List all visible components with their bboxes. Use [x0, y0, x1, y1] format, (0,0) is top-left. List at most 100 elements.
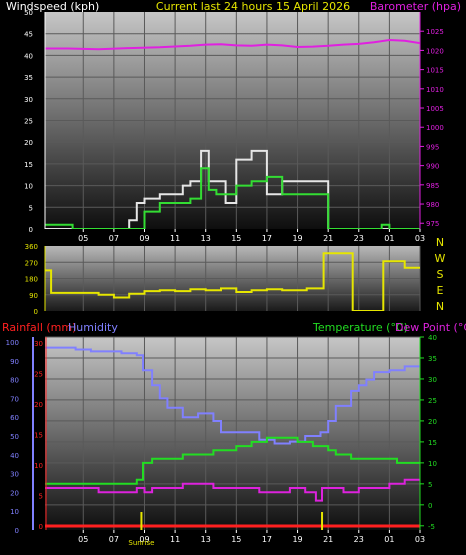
humidity-y-tick-label: 50 [10, 433, 19, 441]
x-tick-label: 17 [262, 535, 272, 544]
compass-label: E [437, 284, 444, 297]
wind-y-tick-label: 15 [24, 161, 33, 169]
temp-x-ticks: 05 07 09 11 13 15 17 19 21 23 01 03 [78, 530, 425, 544]
humidity-line [45, 346, 420, 445]
wind-gust-line [45, 149, 420, 229]
barometer-y-tick-label: 985 [426, 182, 439, 190]
x-tick-label: 11 [170, 535, 180, 544]
humidity-axis-title: Humidity [68, 321, 118, 334]
direction-y-ticks: 0 90 180 270 360 [25, 243, 38, 316]
x-tick-label: 19 [292, 234, 302, 243]
wind-y-tick-label: 30 [24, 96, 33, 104]
wind-axis-title: Windspeed (kph) [6, 0, 99, 13]
wind-series [45, 38, 420, 229]
x-tick-label: 05 [78, 234, 88, 243]
wind-gridlines [45, 12, 421, 229]
barometer-y-tick-label: 1010 [426, 86, 444, 94]
x-tick-label: 09 [139, 234, 149, 243]
direction-y-tick-label: 0 [34, 308, 38, 316]
barometer-y-tick-label: 1015 [426, 67, 444, 75]
x-tick-label: 11 [170, 234, 180, 243]
humidity-y-tick-label: 100 [6, 339, 19, 347]
direction-y-tick-label: 360 [25, 243, 38, 251]
chart-title: Current last 24 hours 15 April 2026 [156, 0, 350, 13]
x-tick-label: 21 [323, 535, 333, 544]
wind-y-tick-label: 5 [29, 204, 33, 212]
temperature-axis-title: Temperature (°C) [312, 321, 408, 334]
x-tick-label: 03 [415, 535, 425, 544]
rainfall-y-tick-label: 30 [34, 340, 43, 348]
humidity-y-tick-label: 80 [10, 377, 19, 385]
x-tick-label: 17 [262, 234, 272, 243]
x-tick-label: 07 [109, 234, 119, 243]
direction-series [45, 252, 420, 311]
wind-direction-line [45, 252, 420, 311]
rainfall-y-tick-label: 15 [34, 432, 43, 440]
x-tick-label: 05 [78, 535, 88, 544]
compass-label: W [435, 252, 446, 265]
temperature-y-tick-label: 40 [428, 334, 437, 342]
compass-label: N [436, 236, 444, 249]
x-tick-label: 15 [231, 234, 241, 243]
rainfall-axis-title: Rainfall (mm) [2, 321, 76, 334]
humidity-y-tick-label: 90 [10, 358, 19, 366]
x-tick-label: 13 [201, 535, 211, 544]
x-tick-label: 01 [384, 234, 394, 243]
humidity-y-tick-label: 60 [10, 414, 19, 422]
barometer-y-tick-label: 1005 [426, 105, 444, 113]
dew-point-line [45, 478, 420, 502]
barometer-y-tick-label: 990 [426, 163, 439, 171]
compass-label: S [437, 268, 444, 281]
temperature-line [45, 436, 420, 485]
direction-gridlines [45, 246, 421, 311]
temp-series [45, 346, 420, 528]
dewpoint-axis-title: Dew Point (°C) [395, 321, 466, 334]
temperature-y-tick-label: 20 [428, 418, 437, 426]
sunrise-label: Sunrise [128, 539, 154, 547]
x-tick-label: 09 [139, 535, 149, 544]
x-tick-label: 13 [201, 234, 211, 243]
x-tick-label: 07 [109, 535, 119, 544]
direction-y-tick-label: 90 [29, 292, 38, 300]
rainfall-y-tick-label: 10 [34, 462, 43, 470]
wind-y-ticks: 0 5 10 15 20 25 30 35 40 45 50 [24, 9, 33, 234]
rainfall-y-tick-label: 25 [34, 371, 43, 379]
wind-y-tick-label: 20 [24, 139, 33, 147]
humidity-y-tick-label: 20 [10, 489, 19, 497]
rainfall-y-tick-label: 0 [39, 523, 43, 531]
wind-y-tick-label: 10 [24, 183, 33, 191]
barometer-y-tick-label: 980 [426, 201, 439, 209]
temperature-y-tick-label: 15 [428, 439, 437, 447]
humidity-y-tick-label: 70 [10, 395, 19, 403]
temperature-y-tick-label: 25 [428, 397, 437, 405]
temperature-y-tick-label: 35 [428, 355, 437, 363]
wind-y-tick-label: 45 [24, 31, 33, 39]
rainfall-y-ticks: 0 5 10 15 20 25 30 [34, 340, 43, 531]
wind-y-tick-label: 25 [24, 118, 33, 126]
direction-y-tick-label: 270 [25, 259, 38, 267]
humidity-y-ticks: 0 10 20 30 40 50 60 70 80 90 100 [6, 339, 19, 535]
temperature-y-tick-label: 0 [428, 502, 432, 510]
temperature-y-tick-label: -5 [428, 523, 435, 531]
barometer-axis-title: Barometer (hpa) [370, 0, 461, 13]
humidity-y-tick-label: 10 [10, 508, 19, 516]
temperature-y-tick-label: 30 [428, 376, 437, 384]
wind-y-tick-label: 50 [24, 9, 33, 17]
barometer-y-tick-label: 995 [426, 143, 439, 151]
wind-y-tick-label: 0 [29, 226, 33, 234]
barometer-y-tick-label: 975 [426, 220, 439, 228]
x-tick-label: 23 [354, 535, 364, 544]
wind-average-line [45, 167, 420, 229]
direction-y-tick-label: 180 [25, 276, 38, 284]
temp-plot-area [45, 337, 420, 530]
compass-label: N [436, 300, 444, 313]
x-tick-label: 15 [231, 535, 241, 544]
wind-y-tick-label: 35 [24, 74, 33, 82]
humidity-y-tick-label: 30 [10, 471, 19, 479]
wind-x-ticks: 05 07 09 11 13 15 17 19 21 23 01 03 [78, 229, 425, 243]
temperature-y-ticks: -5 0 5 10 15 20 25 30 35 40 [420, 334, 437, 531]
rainfall-y-tick-label: 20 [34, 401, 43, 409]
x-tick-label: 23 [354, 234, 364, 243]
x-tick-label: 01 [384, 535, 394, 544]
